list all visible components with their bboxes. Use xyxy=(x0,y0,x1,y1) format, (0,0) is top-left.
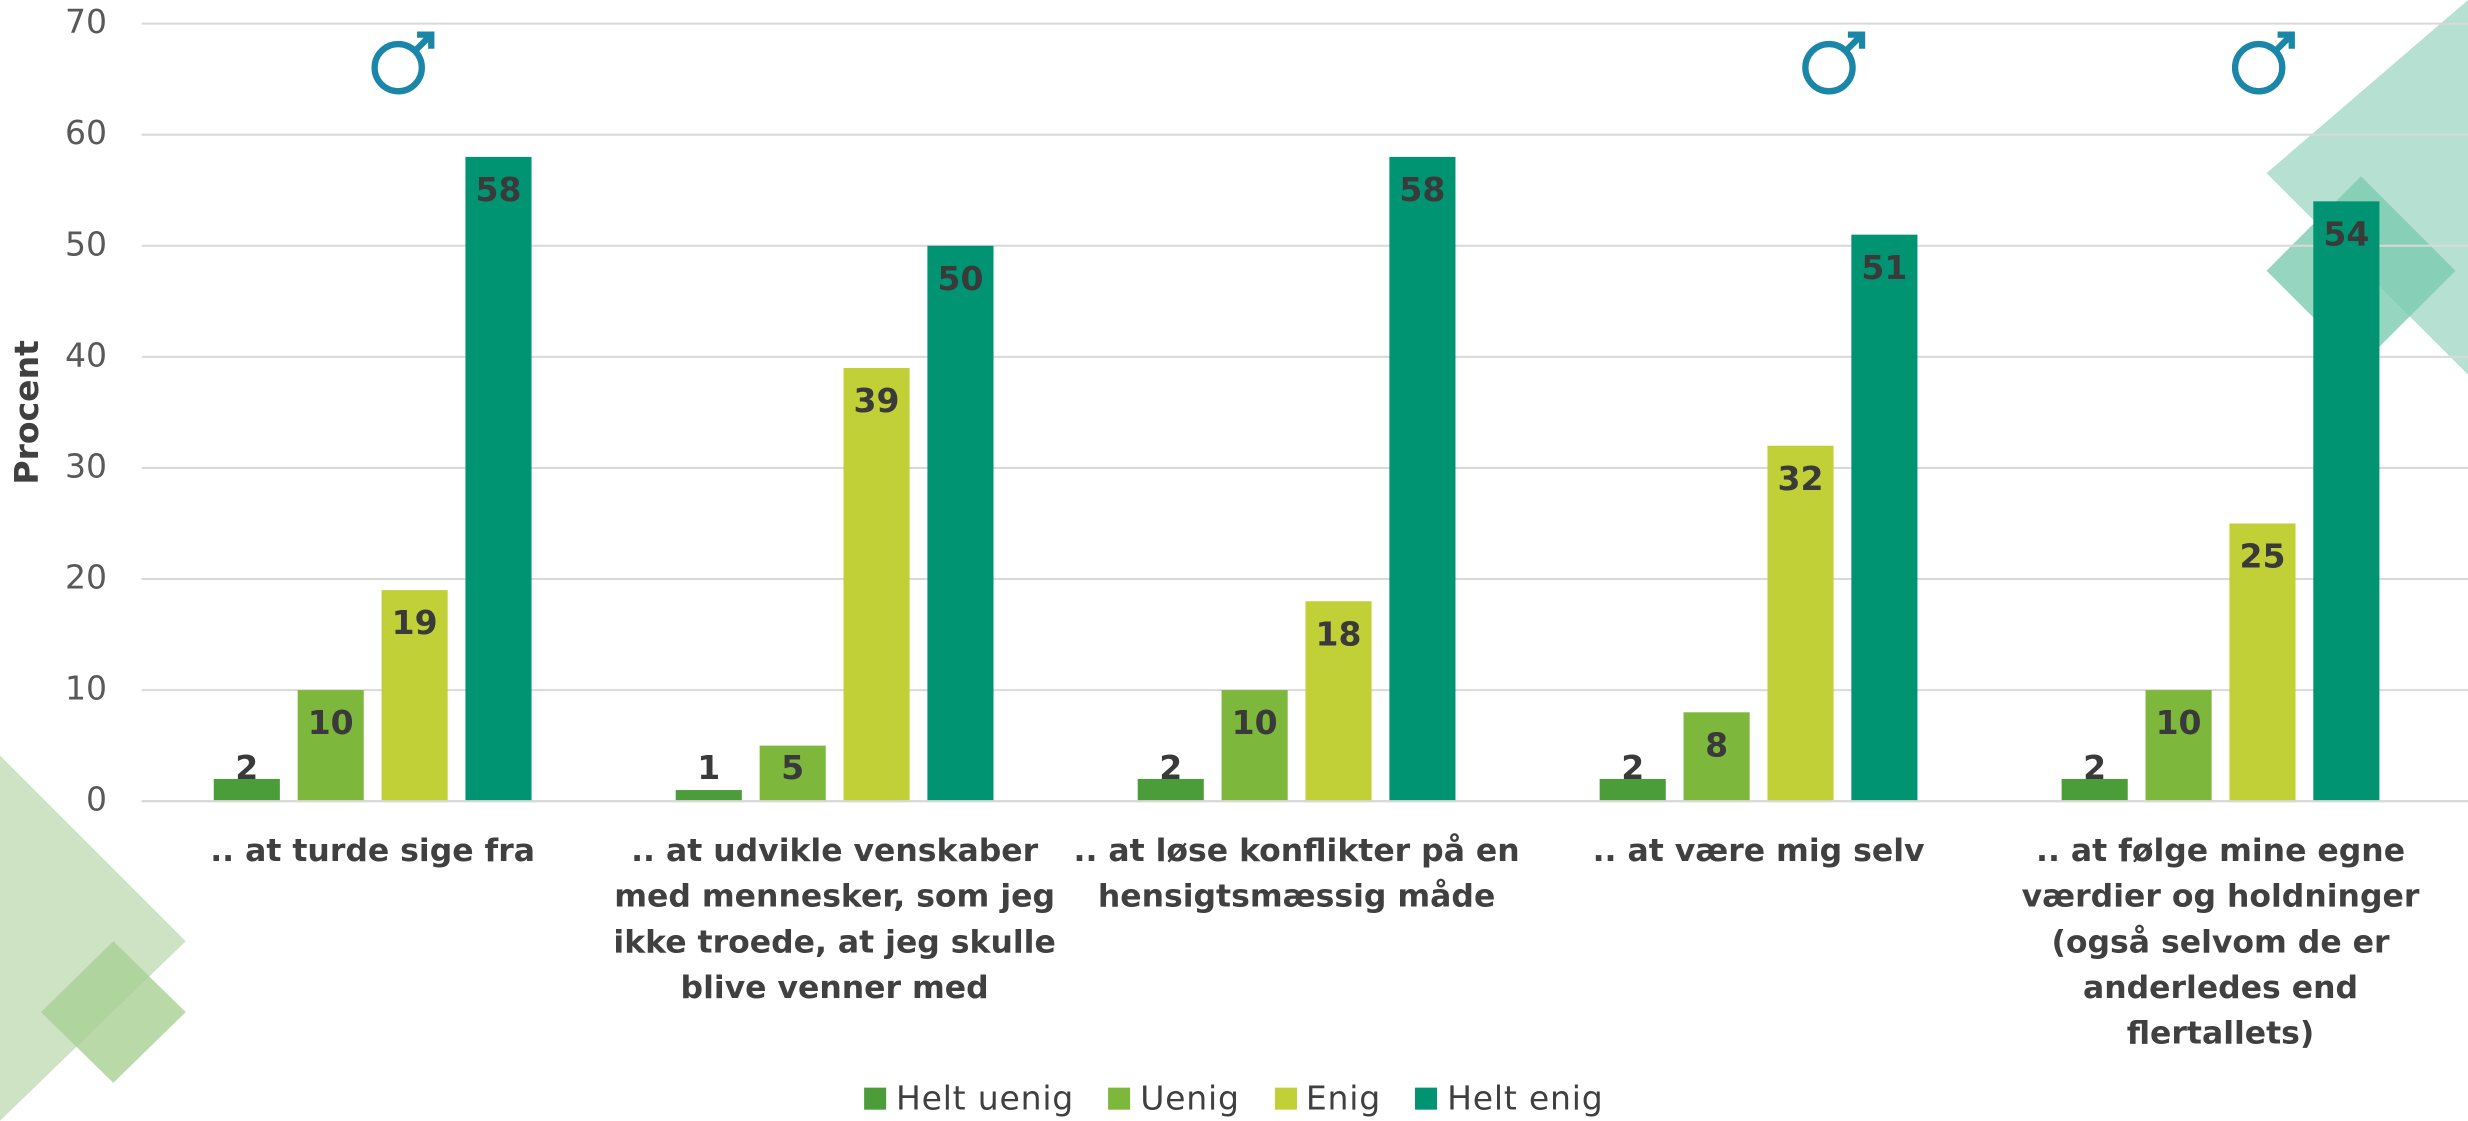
y-tick-label: 40 xyxy=(65,335,107,374)
bar xyxy=(927,246,993,801)
data-label: 18 xyxy=(1316,614,1362,653)
data-label: 19 xyxy=(392,603,438,642)
male-icons xyxy=(375,35,2292,92)
legend-label: Enig xyxy=(1306,1080,1381,1118)
page: 0 10 20 30 40 50 60 70 2 10 19 58 1 5 39 50 2 10 18 58 2 8 32 5… xyxy=(0,0,2468,1121)
x-tick-label: .. at udvikle venskaber med mennesker, s… xyxy=(606,828,1062,1011)
data-label: 10 xyxy=(2156,703,2202,742)
legend-item: Uenig xyxy=(1109,1080,1240,1118)
data-label: 32 xyxy=(1777,459,1823,498)
y-tick-label: 30 xyxy=(65,446,107,485)
legend-item: Enig xyxy=(1274,1080,1381,1118)
data-label: 25 xyxy=(2239,537,2285,576)
y-tick-label: 20 xyxy=(65,558,107,597)
legend-label: Helt enig xyxy=(1447,1080,1603,1118)
data-label: 2 xyxy=(1159,748,1182,787)
data-label: 51 xyxy=(1861,248,1907,287)
y-tick-label: 60 xyxy=(65,113,107,152)
legend: Helt uenig Uenig Enig Helt enig xyxy=(0,1080,2468,1118)
data-label: 10 xyxy=(308,703,354,742)
y-axis-label: Procent xyxy=(7,340,46,485)
bar xyxy=(844,368,910,801)
y-tick-label: 70 xyxy=(65,2,107,41)
data-label: 10 xyxy=(1232,703,1278,742)
chart-area: 0 10 20 30 40 50 60 70 2 10 19 58 1 5 39 50 2 10 18 58 2 8 32 5… xyxy=(0,0,2468,1121)
x-tick-label: .. at følge mine egne værdier og holdnin… xyxy=(1992,828,2448,1056)
data-label: 58 xyxy=(475,170,521,209)
data-label: 5 xyxy=(781,748,804,787)
data-label: 1 xyxy=(697,748,720,787)
legend-label: Uenig xyxy=(1140,1080,1240,1118)
legend-swatch xyxy=(1274,1088,1296,1110)
bar xyxy=(465,157,531,801)
x-tick-label: .. at løse konflikter på en hensigtsmæss… xyxy=(1068,828,1524,919)
legend-swatch xyxy=(1109,1088,1131,1110)
bar xyxy=(1389,157,1455,801)
data-label: 54 xyxy=(2323,214,2369,253)
legend-swatch xyxy=(1416,1088,1438,1110)
data-label: 2 xyxy=(235,748,258,787)
data-label: 2 xyxy=(1621,748,1644,787)
bar xyxy=(2313,201,2379,801)
legend-swatch xyxy=(864,1088,886,1110)
bar xyxy=(1851,235,1917,802)
legend-item: Helt enig xyxy=(1416,1080,1604,1118)
legend-label: Helt uenig xyxy=(896,1080,1074,1118)
y-tick-label: 0 xyxy=(86,780,107,819)
x-tick-label: .. at være mig selv xyxy=(1530,828,1986,874)
legend-item: Helt uenig xyxy=(864,1080,1074,1118)
data-label: 2 xyxy=(2083,748,2106,787)
data-label: 39 xyxy=(854,381,900,420)
x-tick-label: .. at turde sige fra xyxy=(144,828,600,874)
data-label: 58 xyxy=(1399,170,1445,209)
data-label: 50 xyxy=(937,259,983,298)
bar xyxy=(1767,446,1833,801)
bar xyxy=(676,790,742,801)
y-tick-label: 10 xyxy=(65,669,107,708)
y-tick-label: 50 xyxy=(65,224,107,263)
data-label: 8 xyxy=(1705,725,1728,764)
